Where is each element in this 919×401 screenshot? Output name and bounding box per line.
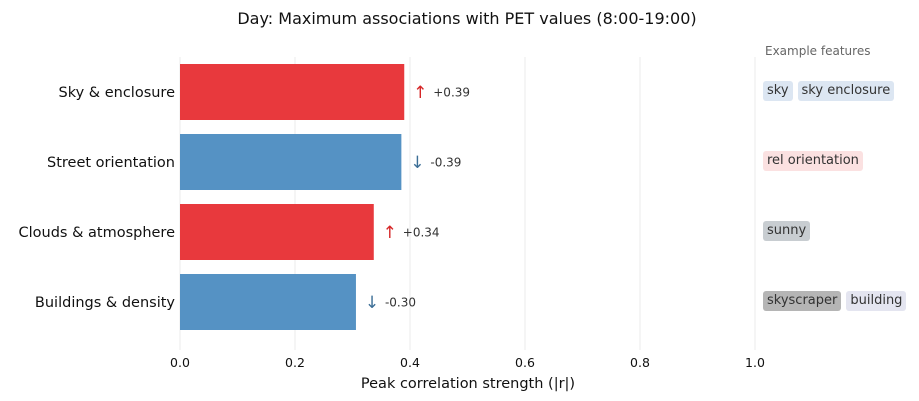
x-tick-label: 0.4 (400, 355, 420, 370)
bar (180, 204, 374, 260)
x-tick-label: 0.8 (630, 355, 650, 370)
y-tick-label: Street orientation (47, 155, 175, 171)
x-tick-label: 0.0 (170, 355, 190, 370)
features-header: Example features (765, 44, 870, 58)
bar (180, 64, 404, 120)
feature-chip: sky enclosure (798, 81, 895, 101)
feature-chip: building (846, 291, 906, 311)
chart-title: Day: Maximum associations with PET value… (237, 9, 696, 28)
x-tick-label: 0.2 (285, 355, 305, 370)
y-tick-label: Sky & enclosure (59, 85, 176, 101)
feature-chip: rel orientation (763, 151, 863, 171)
data-label: -0.30 (385, 296, 416, 310)
chart-figure: Day: Maximum associations with PET value… (0, 0, 919, 401)
arrow-up-icon: ↑ (383, 223, 397, 243)
feature-chip: sunny (763, 221, 810, 241)
y-tick-label: Clouds & atmosphere (19, 225, 176, 241)
x-tick-label: 1.0 (745, 355, 765, 370)
feature-chip: sky (763, 81, 793, 101)
data-label: +0.39 (433, 86, 470, 100)
data-label: -0.39 (430, 156, 461, 170)
y-tick-label: Buildings & density (35, 295, 175, 311)
bar (180, 274, 356, 330)
arrow-down-icon: ↓ (410, 153, 424, 173)
bars-group (180, 64, 404, 330)
arrow-down-icon: ↓ (365, 293, 379, 313)
x-axis-label: Peak correlation strength (|r|) (361, 376, 575, 392)
bar (180, 134, 401, 190)
data-label: +0.34 (403, 226, 440, 240)
x-axis-ticks: 0.0 0.2 0.4 0.6 0.8 1.0 (170, 355, 765, 370)
x-tick-label: 0.6 (515, 355, 535, 370)
feature-chip: skyscraper (763, 291, 841, 311)
y-axis-labels: Sky & enclosure Street orientation Clouds … (19, 85, 176, 311)
arrow-up-icon: ↑ (413, 83, 427, 103)
